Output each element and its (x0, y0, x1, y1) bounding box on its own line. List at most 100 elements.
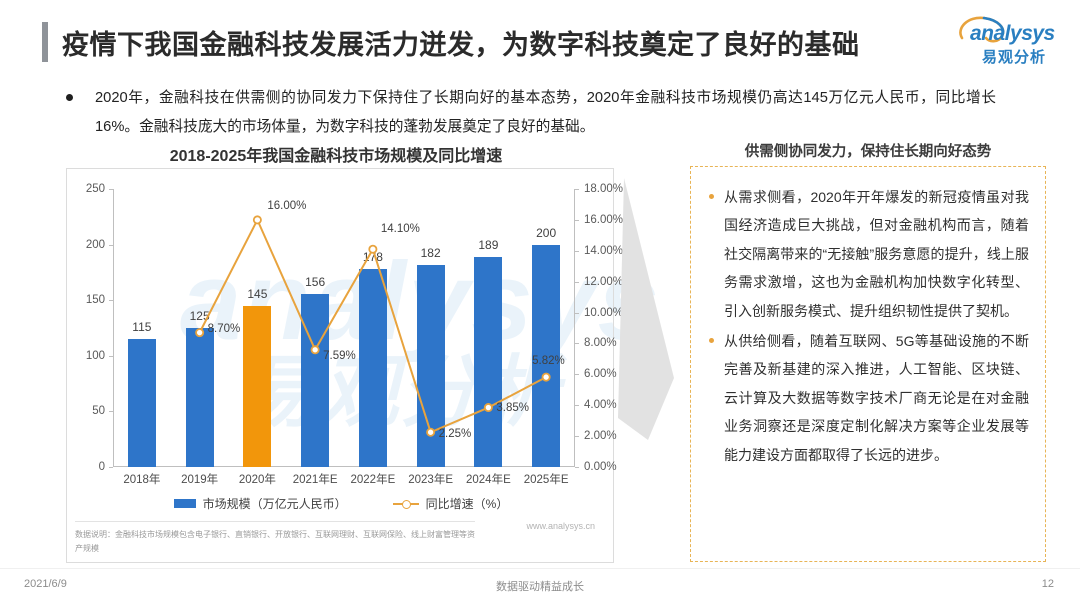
y-tick-label: 50 (92, 405, 105, 418)
y-tick-label: 100 (85, 349, 105, 362)
line-value-label: 5.82% (532, 355, 565, 368)
title-text: 疫情下我国金融科技发展活力迸发，为数字科技奠定了良好的基础 (62, 29, 860, 60)
y-tick-label: 0 (98, 461, 105, 473)
bar (532, 244, 561, 467)
bar (185, 328, 214, 467)
logo-text-en: analysys (970, 22, 1055, 45)
chart-title: 2018-2025年我国金融科技市场规模及同比增速 (169, 148, 503, 165)
bar-value-label: 200 (536, 225, 557, 240)
y2-tick-mark (575, 405, 579, 407)
list-item: 从需求侧看，2020年开年爆发的新冠疫情虽对我国经济造成巨大挑战，但对金融机构而… (705, 183, 1029, 325)
line-point-marker (368, 244, 378, 254)
y2-tick-label: 0.00% (584, 461, 617, 473)
arrow-icon (618, 178, 674, 440)
x-tick-label: 2021年E (292, 474, 338, 486)
bar-slot: 145 (229, 189, 287, 467)
source-site: www.analysys.cn (526, 521, 595, 531)
legend-item-bar: 市场规模（万亿元人民币） (173, 495, 347, 512)
bar (301, 293, 330, 467)
bar-slot: 125 (171, 189, 229, 467)
bar-value-label: 189 (478, 237, 499, 252)
bar-value-label: 125 (189, 309, 210, 323)
y2-tick-mark (575, 250, 579, 252)
y2-tick-mark (575, 374, 579, 376)
line-value-label: 2.25% (438, 428, 472, 441)
y2-tick-label: 18.00% (584, 183, 624, 195)
legend-bar-swatch (173, 499, 196, 508)
bar-series: 115 125 145 156 178 182 189 200 (113, 189, 575, 467)
x-tick-label: 2019年 (181, 474, 219, 486)
bar-slot: 115 (113, 189, 171, 467)
bar-value-label: 156 (305, 274, 326, 289)
bullet-icon (66, 94, 73, 101)
y-tick-label: 250 (85, 183, 105, 195)
y2-tick-mark (575, 467, 579, 468)
lead-text: 2020年，金融科技在供需侧的协同发力下保持住了长期向好的基本态势，2020年金… (95, 90, 996, 136)
bar-slot: 189 (460, 189, 518, 467)
bar-slot: 200 (517, 189, 575, 467)
list-item-text: 从需求侧看，2020年开年爆发的新冠疫情虽对我国经济造成巨大挑战，但对金融机构而… (724, 189, 1029, 319)
line-value-label: 7.59% (323, 349, 356, 362)
line-value-label: 16.00% (267, 199, 307, 212)
legend-bar-label: 市场规模（万亿元人民币） (202, 497, 347, 511)
y2-tick-label: 6.00% (584, 368, 617, 381)
y-tick-mark (109, 244, 113, 246)
x-tick-label: 2024年E (465, 474, 511, 486)
y2-tick-label: 2.00% (584, 430, 617, 443)
legend-line-swatch (392, 499, 419, 509)
y2-tick-mark (575, 436, 579, 438)
bar (243, 305, 272, 467)
x-tick-label: 2023年E (408, 474, 453, 486)
analysys-logo: analysys 易观分析 (948, 10, 1066, 70)
list-item: 从供给侧看，随着互联网、5G等基础设施的不断完善及新基建的深入推进，人工智能、区… (705, 327, 1029, 469)
logo-text-cn: 易观分析 (982, 49, 1047, 66)
line-point-marker (310, 345, 320, 355)
chart-card: 0 50 100 150 200 250 0.00% 2.00% 4.00% 6.00% 8.00… (66, 168, 623, 563)
lead-paragraph: 2020年，金融科技在供需侧的协同发力下保持住了长期向好的基本态势，2020年金… (66, 84, 996, 143)
y2-tick-label: 16.00% (584, 213, 624, 226)
y2-tick-label: 8.00% (584, 337, 617, 350)
chart-plot-area: 0 50 100 150 200 250 0.00% 2.00% 4.00% 6.00% 8.00… (86, 183, 623, 473)
y2-tick-mark (575, 189, 579, 190)
x-tick-label: 2025年E (523, 474, 569, 486)
line-point-marker (252, 215, 262, 225)
y-tick-mark (109, 189, 113, 190)
y2-tick-mark (575, 219, 579, 221)
y-tick-mark (109, 467, 113, 468)
y2-tick-label: 12.00% (584, 275, 624, 288)
bar (127, 339, 156, 467)
bar-slot: 178 (344, 189, 402, 467)
y2-tick-label: 10.00% (584, 306, 624, 319)
insights-panel: 从需求侧看，2020年开年爆发的新冠疫情虽对我国经济造成巨大挑战，但对金融机构而… (690, 166, 1046, 562)
y-tick-label: 150 (85, 294, 105, 307)
line-value-label: 14.10% (380, 223, 420, 236)
bar-value-label: 178 (362, 250, 383, 265)
y-tick-mark (109, 300, 113, 302)
title-accent-bar (42, 22, 48, 62)
bar-slot: 156 (286, 189, 344, 467)
swoosh-icon (959, 16, 1005, 43)
line-point-marker (483, 403, 493, 413)
chart-legend: 市场规模（万亿元人民币） 同比增速（%） (67, 495, 615, 512)
x-axis (113, 466, 575, 467)
y-axis-left (113, 189, 114, 467)
y-tick-mark (109, 355, 113, 357)
y-axis-right (574, 189, 575, 467)
x-tick-label: 2018年 (123, 474, 161, 486)
page-title: 疫情下我国金融科技发展活力迸发，为数字科技奠定了良好的基础 (42, 22, 860, 62)
line-point-marker (426, 427, 436, 437)
y2-tick-mark (575, 343, 579, 345)
bullet-icon (709, 338, 714, 344)
x-tick-label: 2022年E (350, 474, 396, 486)
growth-line-series (195, 215, 551, 437)
footer-divider (0, 568, 1080, 569)
legend-item-line: 同比增速（%） (392, 495, 509, 512)
y2-tick-label: 4.00% (584, 399, 617, 412)
x-tick-label: 2020年 (238, 474, 276, 486)
legend-line-label: 同比增速（%） (425, 497, 509, 511)
y-tick-mark (109, 411, 113, 413)
bar-value-label: 182 (420, 245, 441, 260)
bar-value-label: 145 (247, 286, 268, 301)
line-point-marker (195, 328, 205, 338)
